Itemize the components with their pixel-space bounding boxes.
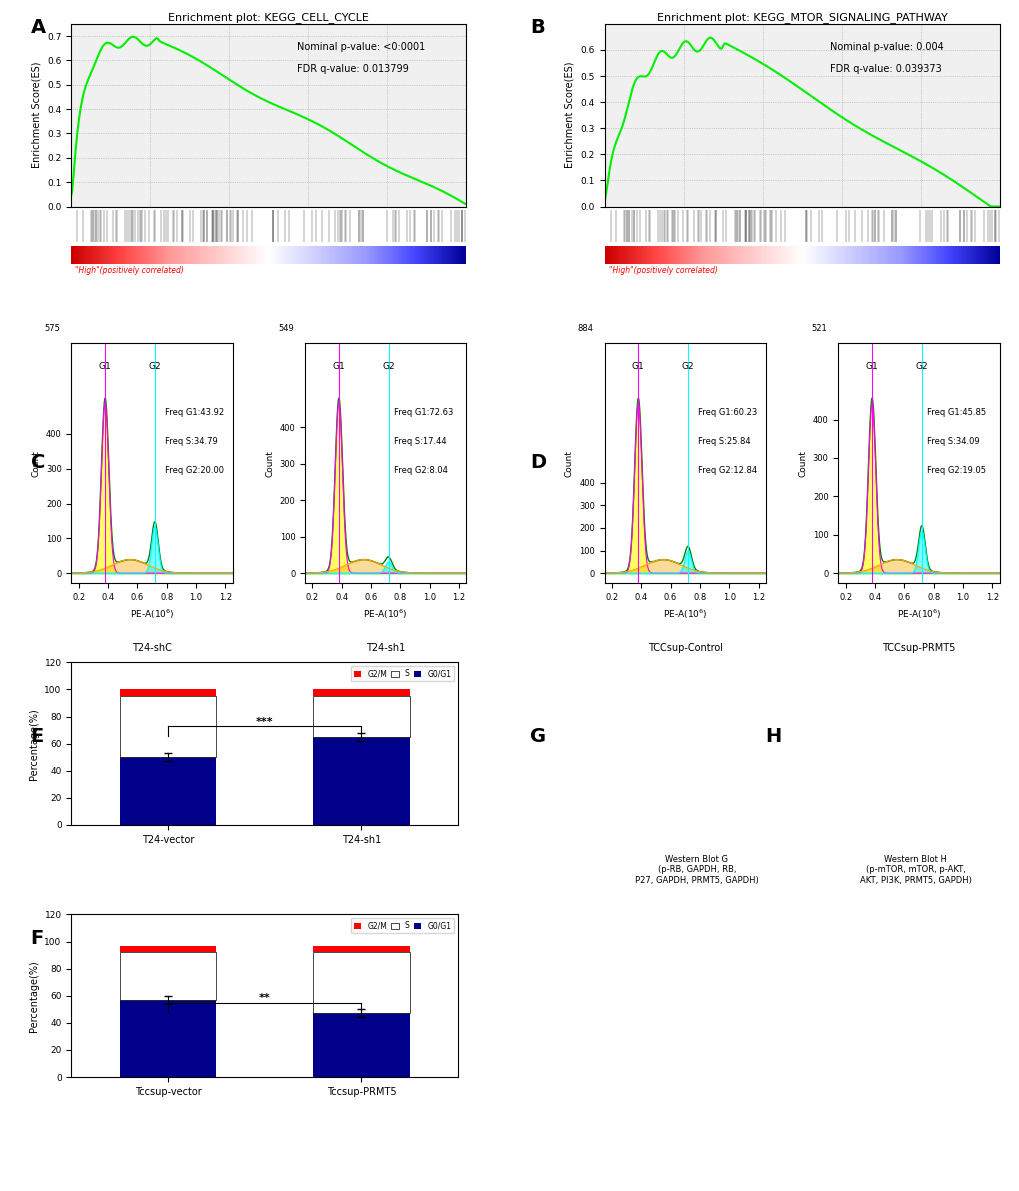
Text: T24-shC: T24-shC [131, 643, 172, 653]
Text: Freq S:25.84: Freq S:25.84 [697, 437, 750, 445]
Text: "High"(positively correlated): "High"(positively correlated) [608, 266, 716, 275]
Bar [119, 757, 216, 825]
Bar [119, 999, 216, 1077]
Y-axis label: Count: Count [798, 450, 806, 476]
Bar [313, 737, 410, 825]
Text: G2: G2 [681, 362, 694, 372]
Text: Freq G2:12.84: Freq G2:12.84 [697, 466, 756, 475]
X-axis label: PE-A(10$^6$): PE-A(10$^6$) [363, 607, 408, 621]
Bar [313, 1014, 410, 1077]
Text: Western Blot H
(p-mTOR, mTOR, p-AKT,
AKT, PI3K, PRMT5, GAPDH): Western Blot H (p-mTOR, mTOR, p-AKT, AKT… [859, 855, 970, 885]
Text: Freq G2:20.00: Freq G2:20.00 [165, 466, 224, 475]
Title: Enrichment plot: KEGG_CELL_CYCLE: Enrichment plot: KEGG_CELL_CYCLE [168, 12, 369, 23]
Text: "High"(positively correlated): "High"(positively correlated) [75, 266, 184, 275]
Text: Freq G2:8.04: Freq G2:8.04 [393, 466, 447, 475]
Text: G2: G2 [382, 362, 394, 372]
Bar [313, 946, 410, 953]
Text: 521: 521 [810, 324, 826, 333]
Y-axis label: Percentage(%): Percentage(%) [29, 707, 39, 780]
Y-axis label: Enrichment Score(ES): Enrichment Score(ES) [565, 62, 575, 168]
Text: 549: 549 [277, 324, 293, 333]
Text: G1: G1 [332, 362, 344, 372]
Text: T24-sh1: T24-sh1 [366, 643, 405, 653]
X-axis label: PE-A(10$^6$): PE-A(10$^6$) [896, 607, 941, 621]
Text: F: F [31, 929, 44, 948]
Text: G1: G1 [632, 362, 644, 372]
Text: 575: 575 [44, 324, 60, 333]
Legend: G2/M, S, G0/G1: G2/M, S, G0/G1 [351, 666, 453, 681]
Bar [119, 697, 216, 757]
Bar [119, 953, 216, 999]
Text: E: E [31, 727, 44, 746]
Text: G1: G1 [99, 362, 111, 372]
Text: Freq G2:19.05: Freq G2:19.05 [926, 466, 985, 475]
Text: TCCsup-Control: TCCsup-Control [647, 643, 722, 653]
Y-axis label: Count: Count [564, 450, 573, 476]
Text: Freq G1:60.23: Freq G1:60.23 [697, 409, 757, 417]
Text: Freq G1:45.85: Freq G1:45.85 [926, 409, 985, 417]
Y-axis label: Percentage(%): Percentage(%) [29, 960, 39, 1031]
Bar [119, 690, 216, 697]
Bar [313, 953, 410, 1014]
Text: Nominal p-value: <0:0001: Nominal p-value: <0:0001 [297, 42, 424, 52]
Text: Western Blot G
(p-RB, GAPDH, RB,
P27, GAPDH, PRMT5, GAPDH): Western Blot G (p-RB, GAPDH, RB, P27, GA… [635, 855, 758, 885]
Text: C: C [31, 453, 45, 472]
Text: G2: G2 [915, 362, 927, 372]
Text: ***: *** [256, 717, 273, 727]
Text: G1: G1 [865, 362, 877, 372]
Text: FDR q-value: 0.013799: FDR q-value: 0.013799 [297, 64, 408, 74]
Text: TCCsup-PRMT5: TCCsup-PRMT5 [881, 643, 955, 653]
Text: G: G [530, 727, 546, 746]
Text: Freq S:17.44: Freq S:17.44 [393, 437, 446, 445]
Legend: G2/M, S, G0/G1: G2/M, S, G0/G1 [351, 918, 453, 934]
Text: 884: 884 [577, 324, 593, 333]
X-axis label: PE-A(10$^6$): PE-A(10$^6$) [662, 607, 707, 621]
Text: Freq S:34.09: Freq S:34.09 [926, 437, 978, 445]
Bar [313, 690, 410, 697]
Y-axis label: Enrichment Score(ES): Enrichment Score(ES) [32, 62, 42, 168]
Text: B: B [530, 18, 544, 37]
Text: Freq S:34.79: Freq S:34.79 [165, 437, 217, 445]
Text: Freq G1:43.92: Freq G1:43.92 [165, 409, 224, 417]
Text: G2: G2 [149, 362, 161, 372]
Text: FDR q-value: 0.039373: FDR q-value: 0.039373 [828, 64, 941, 74]
Bar [313, 697, 410, 737]
Text: D: D [530, 453, 546, 472]
Text: Freq G1:72.63: Freq G1:72.63 [393, 409, 452, 417]
Y-axis label: Count: Count [265, 450, 274, 476]
Text: H: H [764, 727, 781, 746]
Title: Enrichment plot: KEGG_MTOR_SIGNALING_PATHWAY: Enrichment plot: KEGG_MTOR_SIGNALING_PAT… [656, 12, 947, 23]
X-axis label: PE-A(10$^6$): PE-A(10$^6$) [129, 607, 174, 621]
Bar [119, 946, 216, 953]
Text: **: ** [259, 993, 270, 1003]
Y-axis label: Count: Count [32, 450, 40, 476]
Text: Nominal p-value: 0.004: Nominal p-value: 0.004 [828, 42, 943, 52]
Text: A: A [31, 18, 46, 37]
